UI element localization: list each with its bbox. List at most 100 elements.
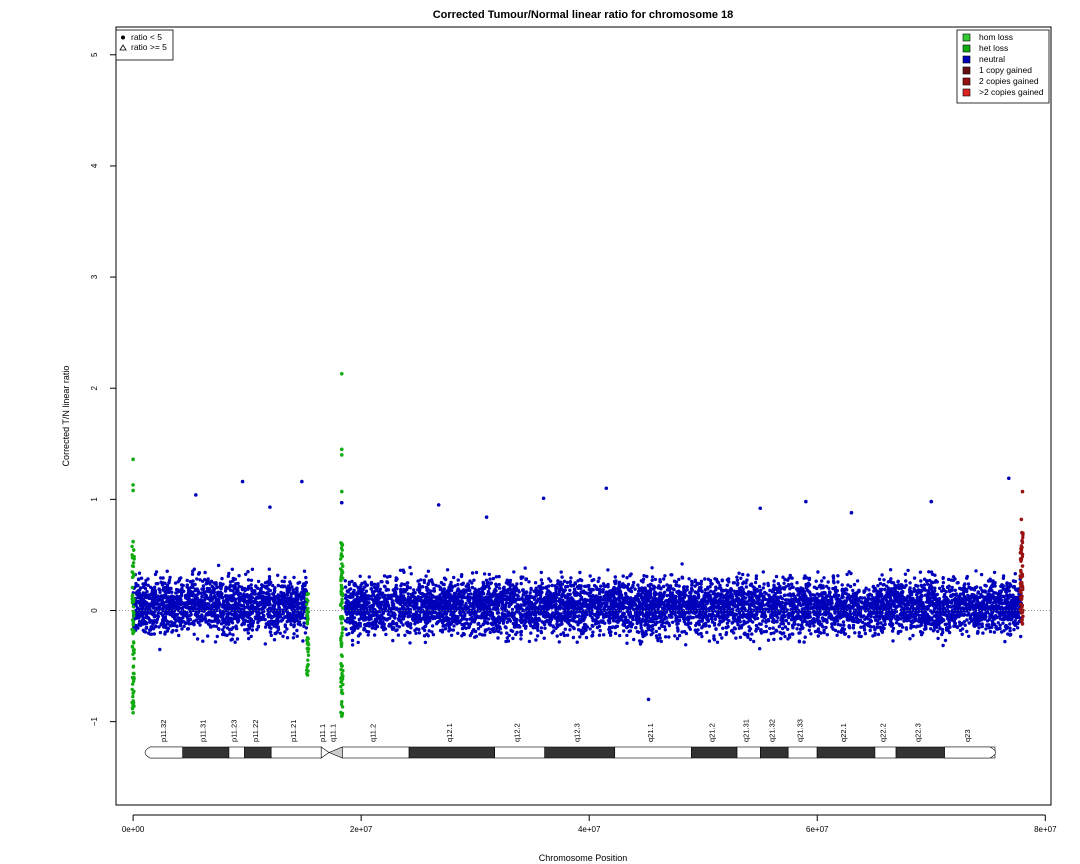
data-point-neutral: [599, 584, 603, 588]
data-point-neutral: [189, 590, 193, 594]
data-point-neutral: [213, 594, 217, 598]
chart-title: Corrected Tumour/Normal linear ratio for…: [433, 9, 734, 21]
data-point-neutral: [230, 637, 234, 641]
data-point-neutral: [155, 617, 160, 622]
data-point-neutral: [676, 629, 680, 633]
data-point-neutral: [254, 584, 258, 588]
data-point-neutral: [228, 583, 233, 588]
data-point-neutral: [539, 578, 544, 582]
data-point-neutral: [184, 604, 188, 609]
data-point-neutral: [188, 606, 192, 610]
data-point-neutral: [224, 594, 228, 598]
data-point-neutral: [659, 639, 663, 644]
data-point-neutral: [1004, 594, 1008, 598]
data-point-neutral: [290, 616, 294, 620]
data-point-neutral: [203, 596, 207, 600]
data-point-neutral: [199, 598, 203, 602]
data-point-neutral: [356, 640, 360, 645]
data-point-neutral: [482, 572, 487, 576]
data-point-neutral: [233, 577, 237, 581]
data-point-neutral: [287, 599, 291, 603]
data-point-neutral: [527, 639, 532, 644]
data-point-neutral: [267, 625, 272, 629]
data-point-neutral: [595, 625, 600, 630]
data-point-neutral: [527, 580, 531, 584]
data-point-neutral: [256, 624, 261, 628]
data-point-neutral: [282, 579, 286, 584]
data-point-neutral: [738, 635, 743, 639]
data-point-neutral: [225, 626, 230, 630]
data-point-neutral: [213, 640, 218, 644]
data-point-neutral: [152, 613, 156, 617]
data-point-neutral: [249, 586, 254, 591]
data-point-neutral: [290, 603, 294, 607]
data-point-neutral: [346, 616, 350, 621]
data-point-neutral: [138, 607, 142, 611]
data-point-neutral: [220, 576, 224, 581]
data-point-neutral: [370, 626, 374, 630]
data-point-neutral: [148, 611, 152, 615]
data-point-neutral: [270, 596, 274, 600]
data-point-neutral: [847, 635, 851, 639]
data-point-neutral: [302, 569, 307, 573]
data-point-neutral: [597, 633, 602, 637]
data-point-neutral: [611, 616, 615, 620]
data-point-neutral: [186, 591, 190, 595]
data-point-neutral: [295, 600, 300, 604]
data-point-neutral: [795, 581, 799, 585]
data-point-neutral: [996, 621, 1000, 625]
data-point-neutral: [173, 615, 177, 620]
data-point-neutral: [141, 582, 145, 586]
data-point-neutral: [166, 605, 171, 609]
data-point-neutral: [253, 599, 257, 604]
data-point-neutral: [139, 576, 144, 580]
data-point-neutral: [222, 625, 226, 629]
data-point-neutral: [148, 618, 152, 623]
data-point-neutral: [281, 634, 285, 638]
data-point-neutral: [292, 623, 296, 627]
data-point-neutral: [143, 610, 147, 614]
data-point-neutral: [137, 592, 142, 596]
data-point-neutral: [559, 632, 563, 637]
data-point-neutral: [343, 585, 348, 589]
data-point-neutral: [209, 619, 214, 624]
data-point-neutral: [512, 570, 516, 574]
data-point-neutral: [295, 628, 299, 633]
data-point-neutral: [180, 611, 185, 615]
data-point-neutral: [197, 571, 202, 575]
data-point-neutral: [491, 626, 496, 631]
data-point-neutral: [283, 609, 287, 613]
data-point-neutral: [266, 621, 271, 625]
data-point-neutral: [189, 593, 193, 597]
data-point-neutral: [405, 629, 409, 634]
data-point-neutral: [195, 607, 200, 611]
data-point-neutral: [665, 593, 669, 598]
data-point-neutral: [748, 637, 753, 642]
data-point-neutral: [848, 584, 853, 589]
data-point-neutral: [282, 584, 287, 588]
data-point-neutral: [230, 567, 234, 571]
data-point-neutral: [163, 611, 167, 615]
data-point-neutral: [618, 633, 622, 638]
data-point-neutral: [602, 633, 606, 637]
data-point-neutral: [189, 612, 193, 617]
data-point-neutral: [148, 632, 153, 636]
data-point-neutral: [267, 575, 272, 579]
data-point-neutral: [152, 599, 157, 603]
data-point-neutral: [236, 607, 241, 611]
data-point-neutral: [169, 600, 173, 604]
data-point-neutral: [472, 606, 476, 610]
data-point-neutral: [298, 592, 302, 596]
data-point-neutral: [542, 636, 546, 640]
data-point-neutral: [158, 647, 162, 652]
data-point-neutral: [135, 606, 140, 610]
data-point-neutral: [382, 574, 387, 578]
data-point-neutral: [205, 586, 209, 591]
data-point-neutral: [208, 612, 212, 617]
data-point-neutral: [946, 577, 951, 582]
data-point-neutral: [565, 584, 570, 589]
data-point-neutral: [231, 626, 235, 630]
data-point-neutral: [957, 620, 962, 624]
data-point-neutral: [255, 627, 259, 632]
data-point-neutral: [185, 614, 190, 618]
